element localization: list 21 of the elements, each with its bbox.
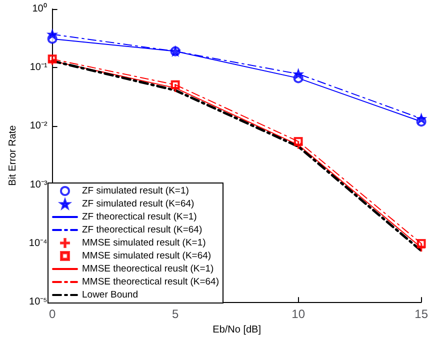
- y-axis-title: Bit Error Rate: [8, 124, 18, 186]
- x-tick-label: 10: [292, 307, 306, 322]
- legend-label: MMSE theorectical reuslt (K=1): [82, 264, 214, 274]
- legend-label: ZF theorectical result (K=64): [82, 224, 202, 236]
- legend-label: MMSE simulated result (K=64): [82, 250, 212, 262]
- x-tick-label: 0: [48, 307, 56, 322]
- y-tick-label: 10⁻³: [30, 179, 48, 190]
- legend-label: Lower Bound: [82, 290, 138, 300]
- legend-label: ZF theorectical result (K=1): [82, 212, 197, 222]
- y-tick-label: 10⁻¹: [30, 62, 48, 74]
- y-tick-label: 10⁻⁵: [29, 296, 48, 308]
- y-tick-label: 10⁰: [32, 2, 48, 14]
- y-tick-label: 10⁻⁴: [28, 238, 48, 249]
- legend-label: MMSE theorectical result (K=64): [82, 276, 220, 288]
- y-tick-label: 10⁻²: [30, 120, 48, 132]
- legend-label: ZF simulated result (K=1): [82, 186, 189, 196]
- x-axis-title: Eb/No [dB]: [212, 324, 262, 336]
- legend-label: ZF simulated result (K=64): [82, 198, 194, 210]
- x-tick-label: 15: [414, 307, 428, 322]
- x-tick-label: 5: [172, 307, 179, 322]
- legend-label: MMSE simulated result (K=1): [82, 238, 206, 248]
